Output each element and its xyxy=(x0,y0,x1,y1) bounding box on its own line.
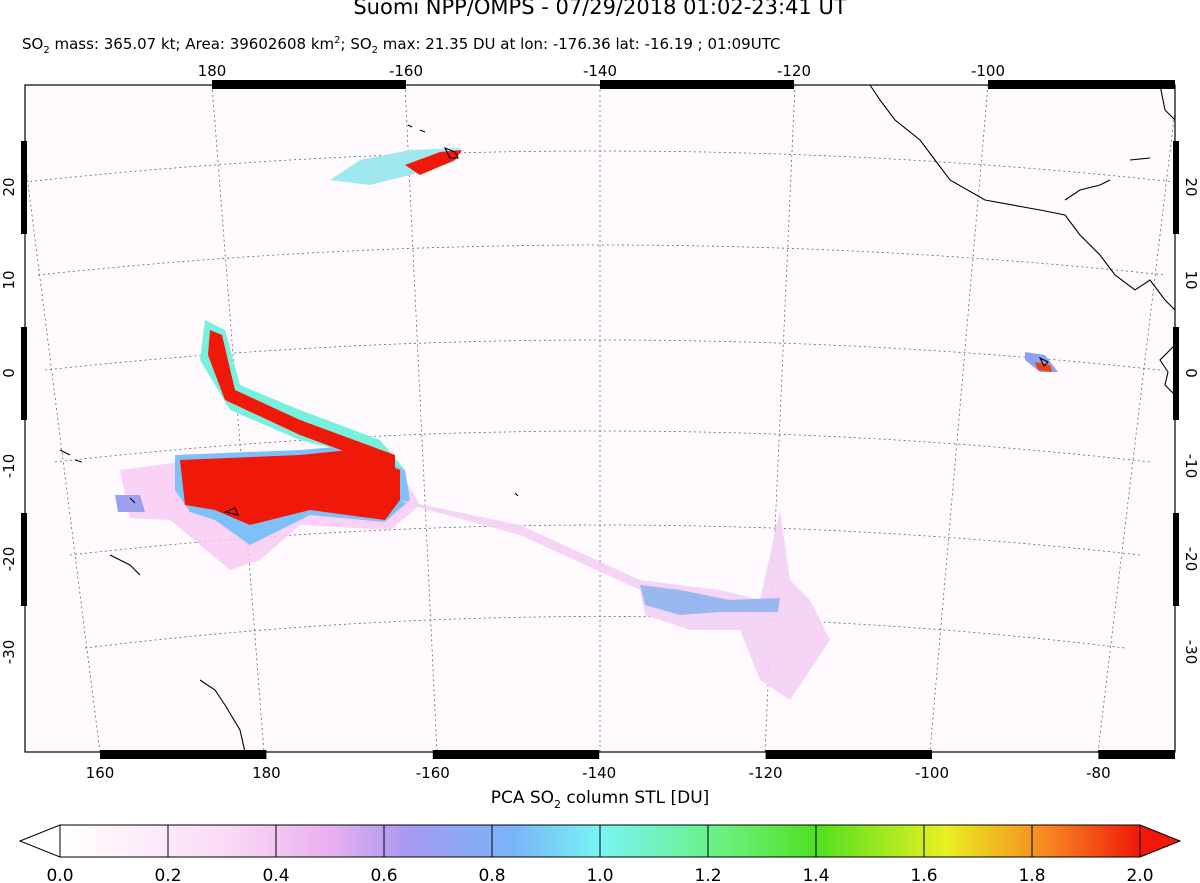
title: Suomi NPP/OMPS - 07/29/2018 01:02-23:41 … xyxy=(353,0,847,19)
left-lat-label: -10 xyxy=(0,454,18,479)
colorbar-label-part: PCA SO xyxy=(491,788,554,808)
left-lat-label: 20 xyxy=(0,177,18,196)
colorbar-over xyxy=(1139,824,1182,858)
bottom-lon-label: -140 xyxy=(582,764,616,782)
top-tick-bar xyxy=(212,80,406,89)
left-lat-label: -20 xyxy=(0,547,18,572)
colorbar-label: PCA SO2 column STL [DU] xyxy=(491,788,710,811)
top-tick-bar xyxy=(988,80,1175,89)
top-tick-bar xyxy=(600,80,794,89)
right-lat-label: 10 xyxy=(1182,270,1200,289)
right-tick-bar xyxy=(1173,141,1179,234)
bottom-tick-bar xyxy=(100,750,267,759)
bottom-lon-label: -120 xyxy=(749,764,783,782)
bottom-lon-label: -160 xyxy=(416,764,450,782)
left-lat-label: 10 xyxy=(0,270,18,289)
plume-galapagos-core xyxy=(1035,362,1052,372)
top-lon-label: 180 xyxy=(198,62,227,80)
colorbar-tick-label: 0.8 xyxy=(478,866,505,883)
bottom-lon-label: 160 xyxy=(86,764,115,782)
coastline-americas xyxy=(869,84,1176,396)
subtitle-part: mass: 365.07 kt; Area: 39602608 km xyxy=(50,35,334,53)
colorbar-label-part: column STL [DU] xyxy=(561,788,709,808)
right-lat-label: -10 xyxy=(1182,454,1200,479)
bottom-tick-bar xyxy=(432,750,600,759)
left-lat-label: 0 xyxy=(0,368,18,378)
plume-arm xyxy=(200,320,405,470)
bottom-tick-bar xyxy=(1098,750,1175,759)
right-tick-bar xyxy=(1173,513,1179,606)
subtitle: SO2 mass: 365.07 kt; Area: 39602608 km2;… xyxy=(22,35,780,56)
colorbar-tick-label: 0.6 xyxy=(370,866,397,883)
left-tick-bar xyxy=(21,141,27,234)
subtitle-part: 2 xyxy=(372,45,378,56)
top-lon-label: -140 xyxy=(583,62,617,80)
right-lat-label: -20 xyxy=(1182,547,1200,572)
right-lat-label: 0 xyxy=(1182,368,1200,378)
right-lat-label: 20 xyxy=(1182,177,1200,196)
plume-arm-core xyxy=(208,330,395,470)
left-tick-bar xyxy=(21,327,27,420)
right-lat-label: -30 xyxy=(1182,640,1200,665)
map-area xyxy=(24,84,1176,753)
colorbar-under xyxy=(18,824,61,858)
bottom-tick-bar xyxy=(765,750,932,759)
top-lon-label: -100 xyxy=(971,62,1005,80)
top-lon-label: -120 xyxy=(777,62,811,80)
colorbar-tick-label: 0.0 xyxy=(46,866,73,883)
subtitle-part: 2 xyxy=(43,45,49,56)
subtitle-part: 2 xyxy=(334,35,340,46)
subtitle-part: SO xyxy=(22,35,43,53)
plume-core xyxy=(180,450,400,525)
right-tick-bar xyxy=(1173,327,1179,420)
colorbar-tick-label: 1.6 xyxy=(910,866,937,883)
left-tick-bar xyxy=(21,513,27,606)
subtitle-part: ; SO xyxy=(341,35,372,53)
coastline-islands xyxy=(59,124,1049,753)
colorbar-label-part: 2 xyxy=(554,798,561,811)
bottom-lon-label: -80 xyxy=(1086,764,1111,782)
colorbar-tick-label: 1.4 xyxy=(802,866,829,883)
bottom-lon-label: -100 xyxy=(915,764,949,782)
left-lat-label: -30 xyxy=(0,640,18,665)
colorbar-tick-label: 1.8 xyxy=(1018,866,1045,883)
plume-vanuatu xyxy=(115,495,145,512)
top-lon-label: -160 xyxy=(389,62,423,80)
colorbar-tick-label: 1.2 xyxy=(694,866,721,883)
plume-tail-mid xyxy=(640,585,780,615)
plume-hawaii-core xyxy=(405,150,462,175)
colorbar-tick-label: 2.0 xyxy=(1126,866,1153,883)
subtitle-part: max: 21.35 DU at lon: -176.36 lat: -16.1… xyxy=(378,35,780,53)
colorbar-tick-label: 0.2 xyxy=(154,866,181,883)
bottom-lon-label: 180 xyxy=(252,764,281,782)
colorbar-tick-label: 1.0 xyxy=(586,866,613,883)
colorbar-tick-label: 0.4 xyxy=(262,866,289,883)
